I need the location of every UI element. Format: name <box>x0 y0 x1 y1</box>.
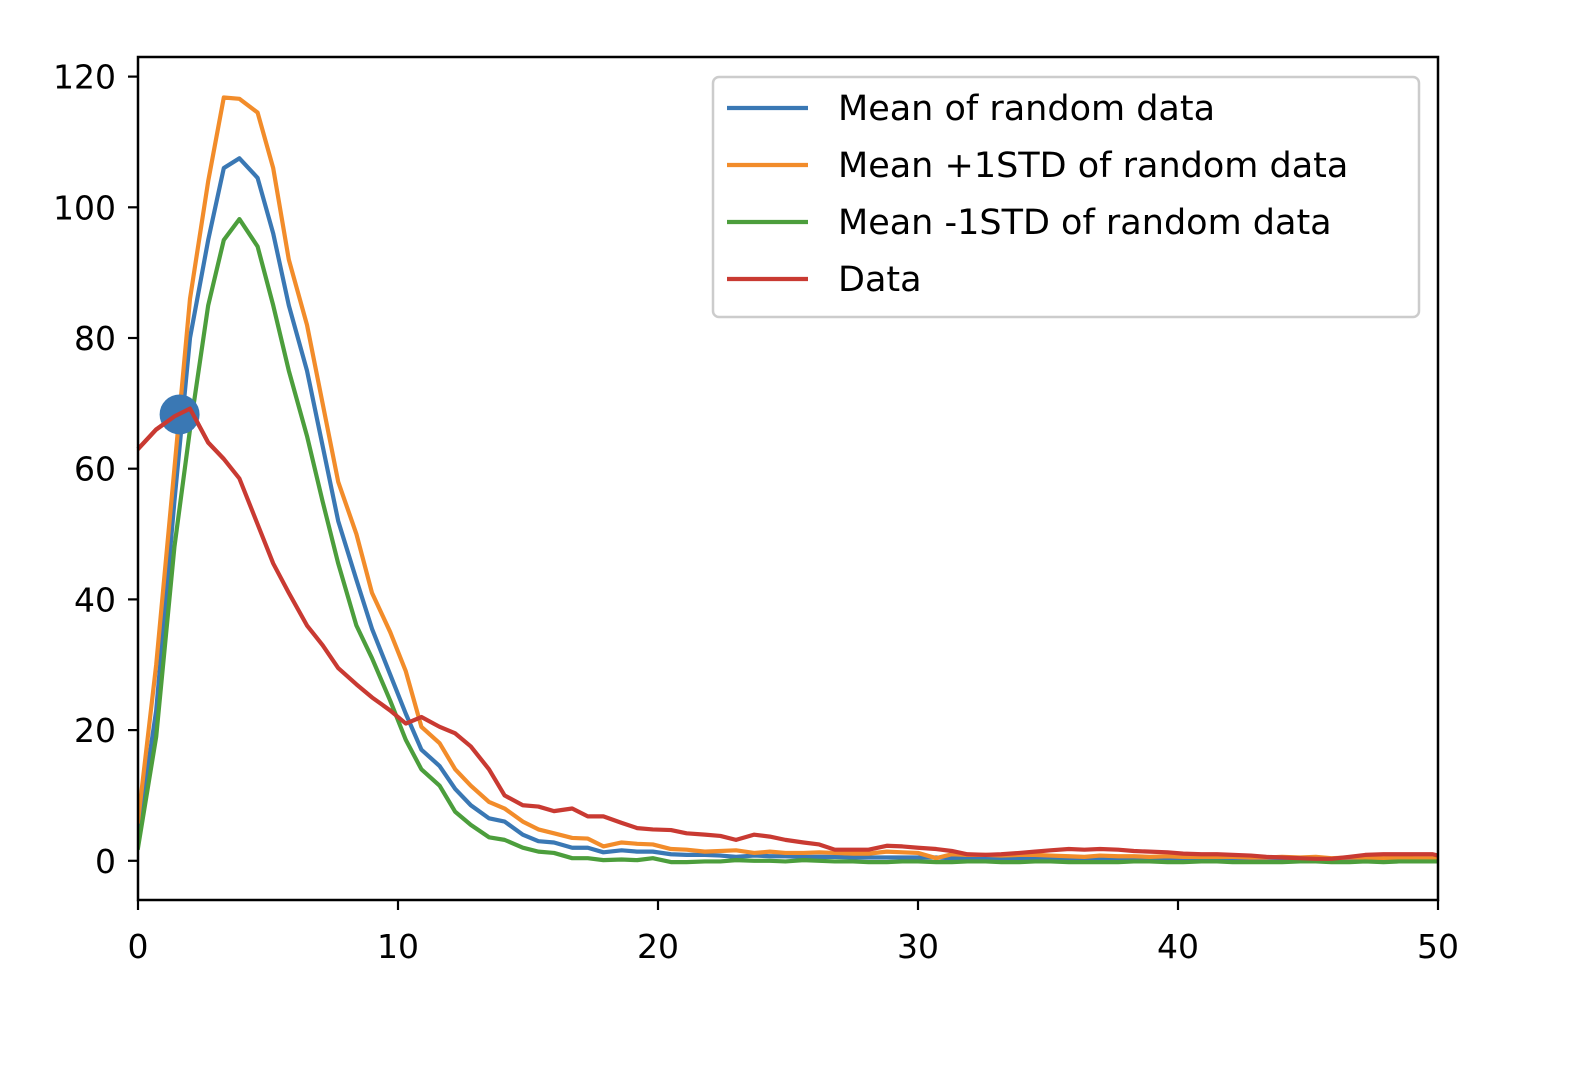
y-tick-label: 120 <box>53 58 116 97</box>
series-line-3 <box>138 406 1438 861</box>
legend-box <box>711 75 1421 319</box>
x-tick-label: 30 <box>897 927 939 966</box>
series-line-2 <box>138 216 1438 865</box>
legend-label-0: Mean of random data <box>838 89 1215 129</box>
series-line-0 <box>138 156 1438 862</box>
legend-label-2: Mean -1STD of random data <box>838 203 1332 243</box>
plot-area-frame <box>136 55 1440 902</box>
x-tick-label: 40 <box>1157 927 1199 966</box>
legend: Mean of random data Mean +1STD of random … <box>711 75 1421 319</box>
series-line-data-overlay <box>136 406 226 461</box>
x-tick-label: 20 <box>637 927 679 966</box>
x-tick-label: 0 <box>128 927 149 966</box>
marker-layer <box>136 394 226 461</box>
x-axis: 0 10 20 30 40 50 <box>128 900 1459 966</box>
y-tick-label: 40 <box>74 580 116 619</box>
legend-label-3: Data <box>838 260 922 300</box>
y-tick-label: 100 <box>53 188 116 227</box>
series-layer <box>138 95 1438 865</box>
y-tick-label: 80 <box>74 319 116 358</box>
y-tick-label: 20 <box>74 711 116 750</box>
legend-label-1: Mean +1STD of random data <box>838 146 1348 186</box>
x-tick-label: 50 <box>1417 927 1459 966</box>
y-axis: 0 20 40 60 80 100 120 <box>53 58 138 881</box>
y-tick-label: 0 <box>95 842 116 881</box>
x-tick-label: 10 <box>377 927 419 966</box>
y-tick-label: 60 <box>74 450 116 489</box>
